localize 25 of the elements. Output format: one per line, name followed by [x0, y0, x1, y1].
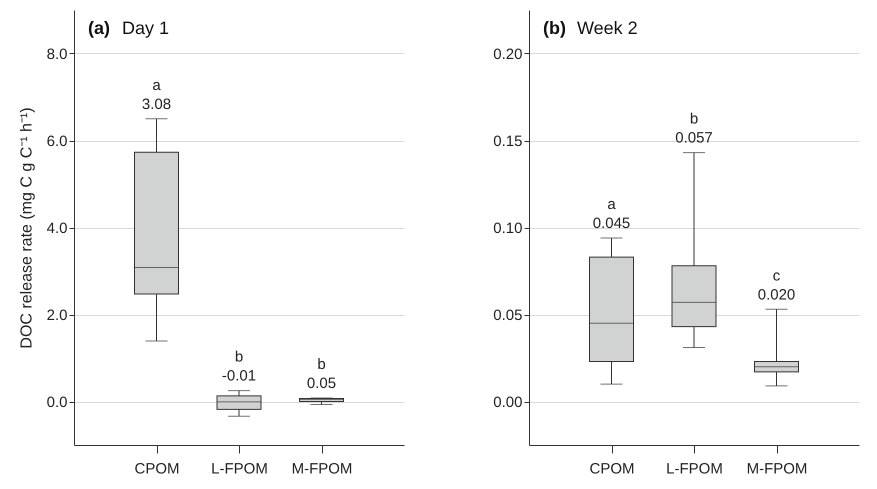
x-tick-label: L-FPOM — [211, 460, 268, 478]
y-tick-label: 4.0 — [46, 220, 68, 237]
annotation: a 0.045 — [592, 196, 630, 232]
chart-title: (b) Week 2 — [543, 18, 638, 38]
y-tick-label: 8.0 — [46, 46, 68, 63]
y-axis-title: DOC release rate (mg C g C⁻¹ h⁻¹) — [18, 107, 36, 349]
chart-title: (a) Day 1 — [88, 18, 170, 38]
annotation: c 0.020 — [758, 267, 796, 304]
y-tick-label: 0.10 — [493, 220, 522, 237]
annotation: a 3.08 — [142, 76, 172, 113]
y-tick-label: 0.0 — [46, 394, 68, 411]
x-tick-label: L-FPOM — [666, 460, 723, 478]
annotation: b -0.01 — [222, 348, 256, 385]
y-tick-label: 0.20 — [493, 46, 522, 63]
x-tick-label: M-FPOM — [292, 460, 352, 478]
y-tick-label: 0.05 — [493, 307, 522, 324]
y-tick-label: 0.00 — [493, 394, 522, 411]
annotation: b 0.05 — [306, 356, 336, 392]
annotation: b 0.057 — [675, 110, 713, 147]
y-tick-label: 0.15 — [493, 133, 522, 150]
x-tick-label: CPOM — [590, 460, 634, 478]
x-tick-label: M-FPOM — [746, 460, 808, 478]
x-tick-label: CPOM — [134, 460, 180, 478]
y-tick-label: 6.0 — [46, 133, 68, 150]
y-tick-label: 2.0 — [46, 307, 68, 324]
